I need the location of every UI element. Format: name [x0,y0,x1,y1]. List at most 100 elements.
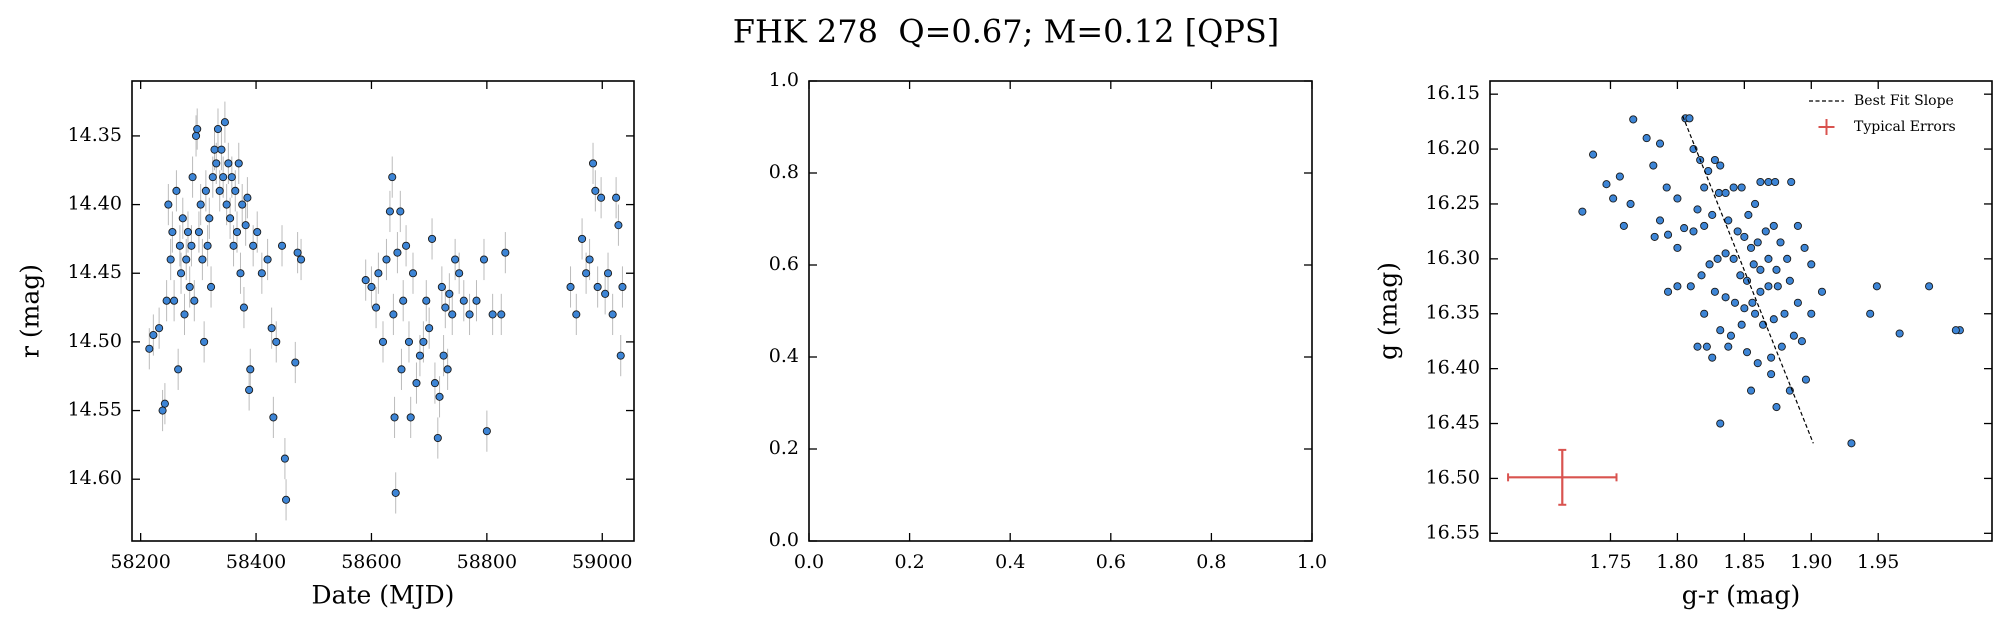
data-point [396,207,405,216]
y-tick-label: 16.15 [1426,82,1480,104]
data-point [608,310,617,319]
data-point [1714,188,1723,198]
data-point [459,296,468,305]
data-point [205,214,214,223]
data-point [367,282,376,292]
x-tick-label: 58600 [341,551,401,573]
data-point [361,276,370,285]
data-point [162,296,171,305]
data-point [229,241,238,250]
data-point [1753,238,1762,247]
x-tick-label: 1.75 [1589,551,1631,573]
data-point [439,351,448,360]
x-tick-label: 58400 [226,551,286,573]
data-point [1726,331,1736,340]
data-point [1733,227,1742,236]
data-point [160,399,169,408]
data-point [149,330,158,340]
data-point [1713,254,1722,263]
data-point [1700,183,1709,192]
data-point [215,186,224,195]
data-point [1776,238,1785,247]
data-point [1746,386,1756,395]
data-point [1756,287,1765,296]
data-point [422,296,431,305]
data-point [1769,221,1778,230]
data-point [253,227,262,237]
data-point [1771,177,1780,187]
data-point [1751,309,1760,318]
data-point [1761,227,1770,236]
data-point [1773,282,1782,291]
data-point [1730,298,1740,307]
y-tick-label: 16.40 [1426,357,1480,379]
data-point [385,207,394,216]
data-point [1578,207,1587,216]
y-tick-label: 16.20 [1426,137,1480,159]
data-point [194,227,203,237]
data-point [593,282,602,292]
x-tick-label: 0.6 [1096,551,1126,573]
data-point [1744,210,1753,219]
data-point [193,125,202,134]
data-point [227,173,236,182]
data-point [1748,298,1757,307]
data-point [178,214,187,223]
data-point [1710,287,1719,296]
data-point [168,227,177,237]
data-point [145,344,154,353]
data-point [217,145,226,154]
y-axis-label: r (mag) [16,264,45,358]
data-point [185,282,194,292]
data-point [1742,348,1752,357]
data-point [226,214,235,223]
data-point [588,159,598,168]
data-point [198,255,207,264]
data-point [1655,216,1665,225]
data-point [166,255,175,264]
data-point [200,337,209,346]
data-point [578,234,587,243]
data-point [1746,243,1756,252]
data-point [176,269,186,278]
data-point [269,413,278,422]
data-point [1847,439,1856,448]
data-point [238,200,247,209]
data-point [1793,221,1802,230]
data-point [224,159,233,168]
data-point [402,241,411,250]
y-tick-label: 16.45 [1426,412,1480,434]
legend-label: Typical Errors [1854,119,1956,135]
y-tick-label: 1.0 [769,69,799,91]
data-point [1764,254,1773,263]
legend-label: Best Fit Slope [1854,93,1954,109]
data-point [282,495,291,504]
data-point [1797,337,1806,346]
data-point [1700,221,1709,230]
y-tick-label: 16.25 [1426,192,1480,214]
axes-frame [131,80,635,542]
data-point [297,255,306,264]
data-point [1769,315,1778,324]
x-tick-label: 58200 [110,551,170,573]
data-point [182,255,191,264]
y-tick-label: 14.45 [68,261,122,283]
data-point [488,310,497,319]
data-point [1764,282,1773,291]
data-point [616,351,625,360]
data-point [263,255,272,264]
figure-title: FHK 278 Q=0.67; M=0.12 [QPS] [733,13,1280,51]
data-point [404,337,414,346]
data-point [1716,419,1725,428]
data-point [1615,172,1624,181]
data-point [232,227,242,237]
data-point [1780,309,1789,318]
data-point [1764,177,1773,187]
x-tick-label: 59000 [572,551,632,573]
data-point [231,186,240,195]
data-point [1721,188,1730,198]
data-point [435,392,444,401]
data-point [612,193,621,202]
data-point [1716,326,1725,335]
data-point [1689,227,1698,236]
